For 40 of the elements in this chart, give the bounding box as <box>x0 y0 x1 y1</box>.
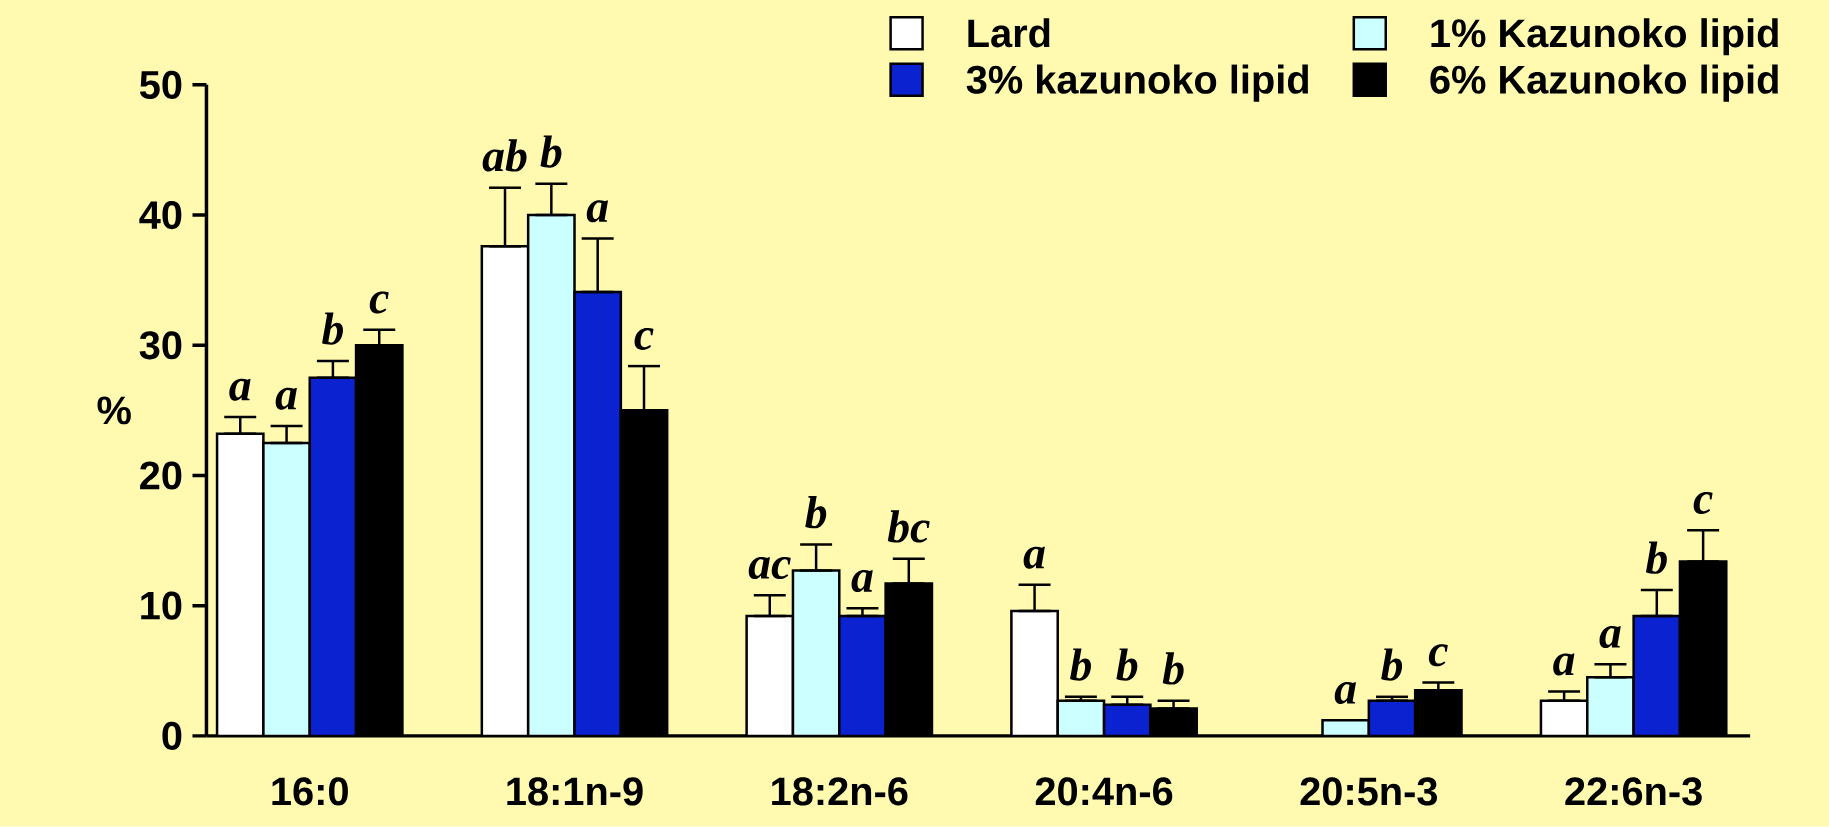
data-label: ac <box>748 557 791 580</box>
data-label: b <box>322 312 343 345</box>
x-tick-label: 16:0 <box>272 777 348 806</box>
data-label: a <box>1334 682 1357 705</box>
y-tick-label: 40 <box>139 201 182 230</box>
x-tick-label: 18:2n-6 <box>772 777 908 806</box>
data-label: a <box>229 378 251 401</box>
legend-label: 3% kazunoko lipid <box>966 64 1309 102</box>
data-label: a <box>851 570 873 593</box>
data-label: b <box>1381 648 1403 681</box>
data-label: b <box>805 496 827 529</box>
data-label: b <box>1162 652 1184 685</box>
data-label: c <box>634 328 654 351</box>
data-label: b <box>1070 648 1091 681</box>
data-label: a <box>1599 626 1621 649</box>
data-label: b <box>540 135 562 168</box>
y-tick-label: 20 <box>140 461 182 490</box>
data-label: c <box>1428 644 1448 667</box>
x-tick-label: 22:6n-3 <box>1565 777 1702 806</box>
y-tick-label: 30 <box>139 331 182 360</box>
data-label: c <box>369 291 389 314</box>
data-label: bc <box>887 510 930 543</box>
data-label: b <box>1116 648 1138 681</box>
x-tick-label: 20:4n-6 <box>1035 777 1173 806</box>
y-tick-label: 50 <box>139 70 182 100</box>
legend-label: 6% Kazunoko lipid <box>1430 64 1778 102</box>
data-label: ab <box>482 139 527 172</box>
y-tick-label: 0 <box>162 721 182 751</box>
data-label: a <box>586 200 609 223</box>
data-label: b <box>1645 541 1667 574</box>
data-label: a <box>1023 546 1045 569</box>
data-label: a <box>1553 653 1575 676</box>
y-tick-label: 10 <box>141 591 182 620</box>
legend-label: 1% Kazunoko lipid <box>1431 18 1778 56</box>
x-tick-label: 20:5n-3 <box>1300 777 1438 806</box>
data-label: a <box>275 387 297 410</box>
x-tick-label: 18:1n-9 <box>507 777 643 806</box>
data-label: c <box>1693 492 1713 515</box>
legend-label: Lard <box>968 18 1050 48</box>
y-axis-title: % <box>97 396 131 425</box>
